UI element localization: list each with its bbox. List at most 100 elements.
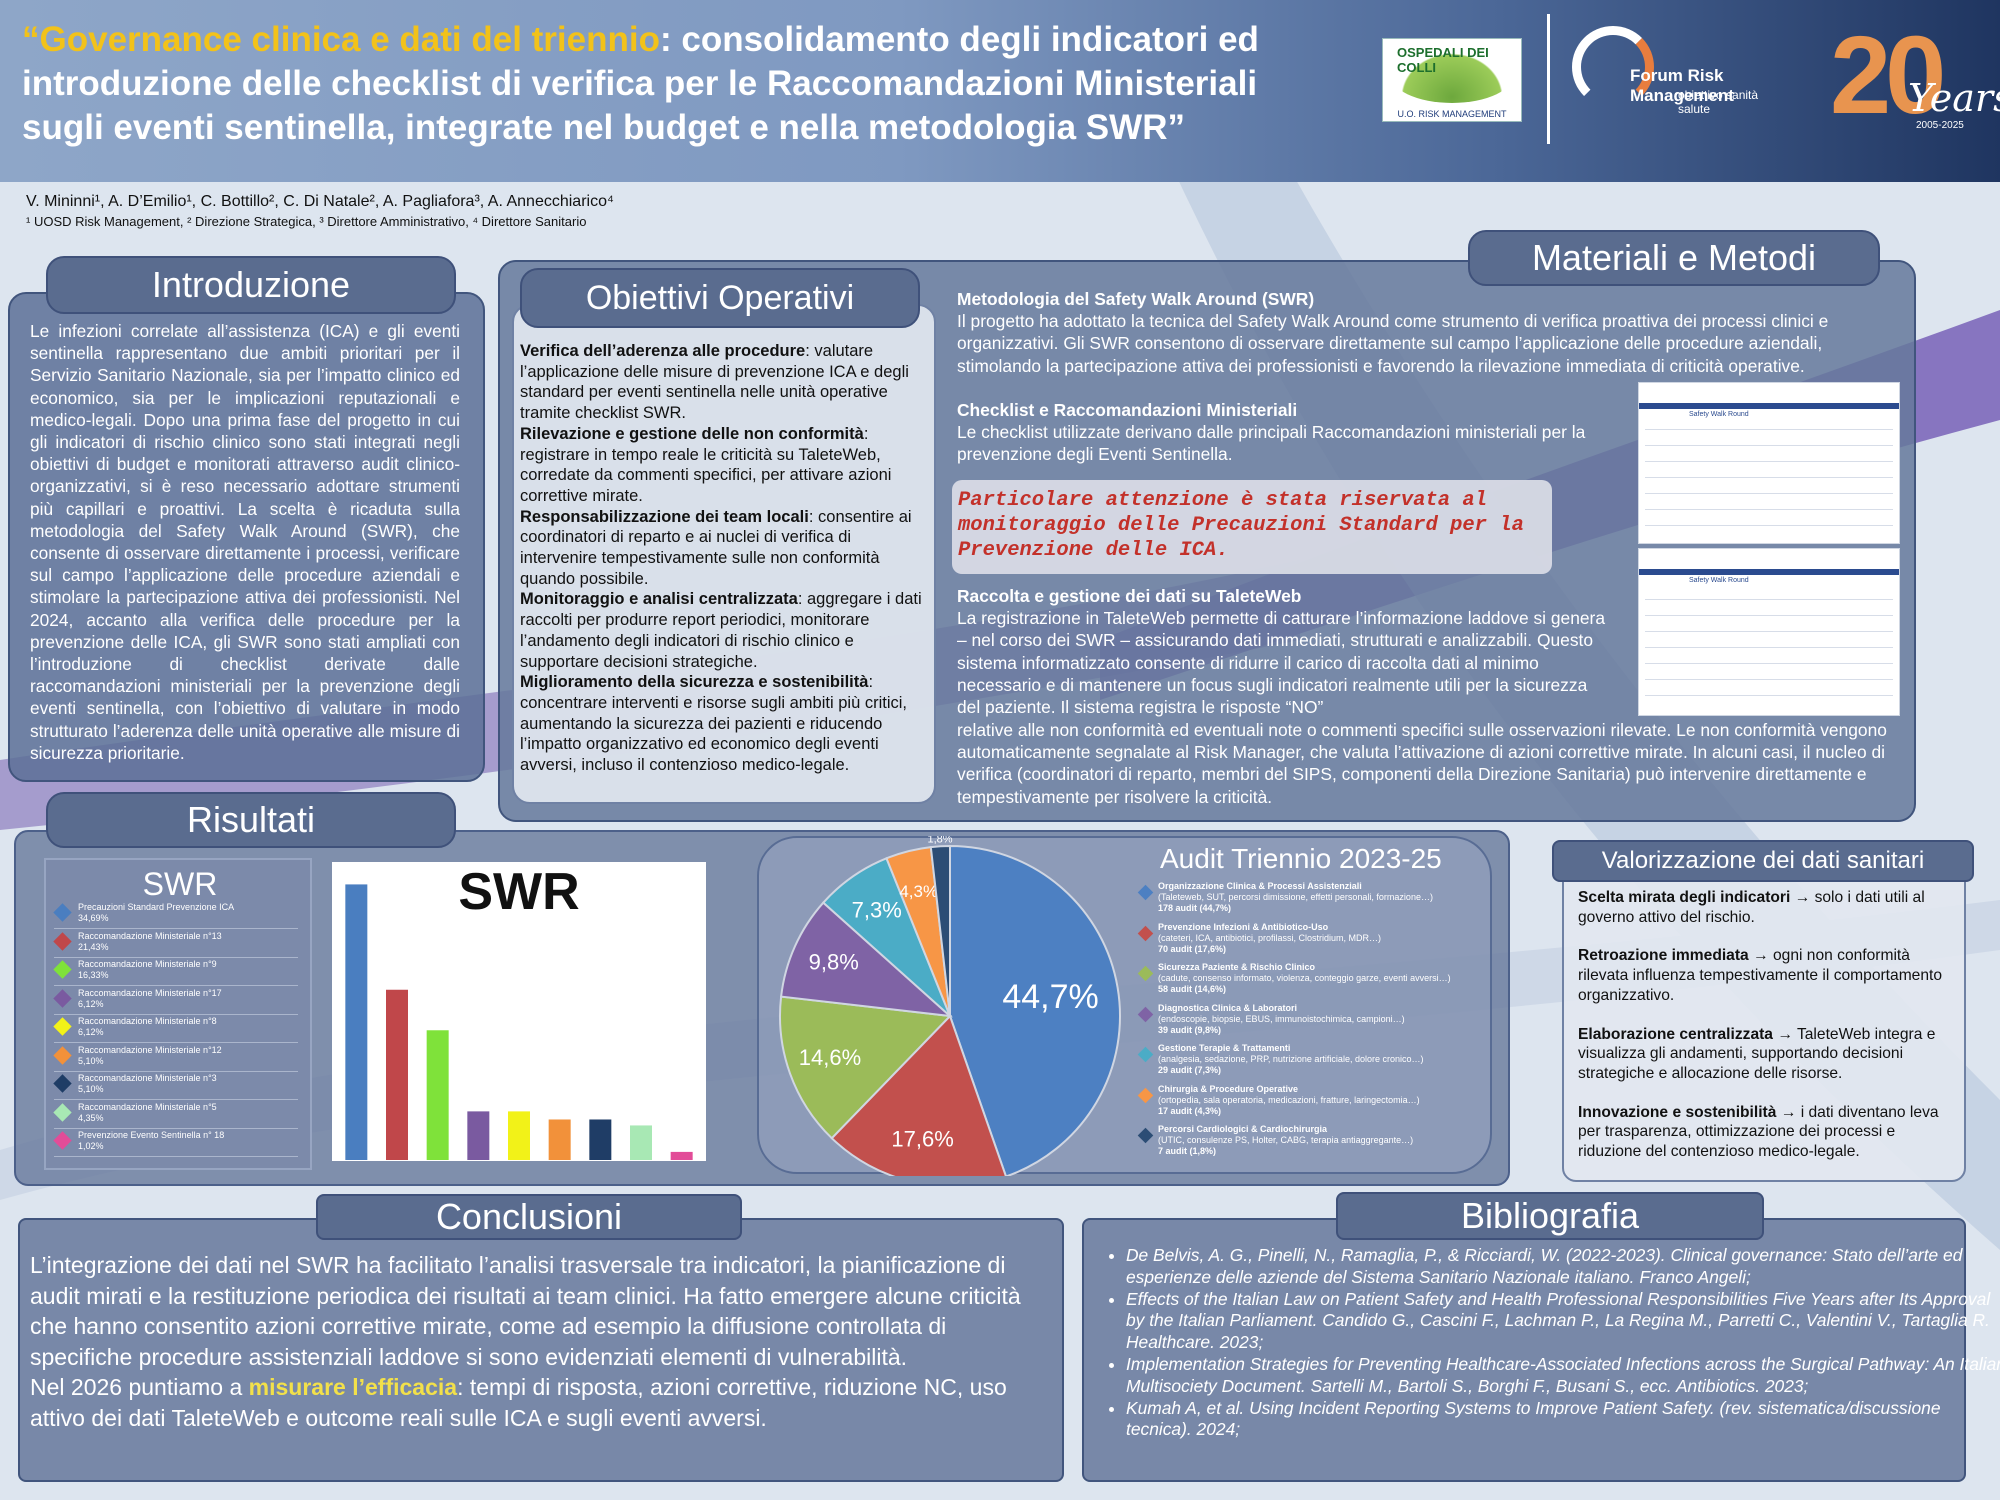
intro-text: Le infezioni correlate all’assistenza (I…	[30, 321, 460, 763]
swr-legend-value: 6,12%	[78, 1027, 104, 1037]
intro-title: Introduzione	[46, 256, 456, 314]
pie-slice-label: 9,8%	[809, 950, 859, 975]
audit-legend-label: Diagnostica Clinica & Laboratori	[1158, 1002, 1298, 1013]
screenshot-row	[1645, 599, 1893, 600]
years-number: 20	[1830, 14, 1946, 137]
valorization-body: → solo i dati utili al governo attivo de…	[1578, 889, 1925, 926]
audit-legend-count: 7 audit (1,8%)	[1158, 1146, 1217, 1156]
taletweb-text-2: relative alle non conformità ed eventual…	[957, 720, 1887, 807]
checklist-screenshot: Safety Walk Round	[1638, 548, 1900, 716]
swr-legend-value: 5,10%	[78, 1084, 104, 1094]
swr-legend-category: Raccomandazione Ministeriale n°5	[78, 1101, 217, 1112]
objective-item: Monitoraggio e analisi centralizzata: ag…	[520, 589, 930, 672]
legend-diamond-icon	[53, 1074, 72, 1093]
valorization-body: → TaleteWeb integra e visualizza gli and…	[1578, 1025, 1936, 1082]
pie-slice	[830, 1014, 1007, 1176]
audit-legend-text: Diagnostica Clinica & Laboratori (endosco…	[1158, 1003, 1478, 1036]
objective-body: : aggregare i dati raccolti per produrre…	[520, 590, 922, 671]
audit-legend-text: Chirurgia & Procedure Operative (ortopedi…	[1158, 1084, 1478, 1117]
objective-body: : valutare l’applicazione delle misure d…	[520, 342, 909, 423]
conclusions-paragraph: L’integrazione dei dati nel SWR ha facil…	[30, 1252, 1021, 1370]
swr-legend-label: Raccomandazione Ministeriale n°8 6,12%	[78, 1016, 217, 1038]
audit-legend-label: Organizzazione Clinica & Processi Assist…	[1158, 881, 1362, 891]
swr-chart-title: SWR	[458, 863, 580, 921]
screenshot-row	[1645, 647, 1893, 648]
screenshot-row	[1645, 525, 1893, 526]
swr-legend-item: Raccomandazione Ministeriale n°8 6,12%	[53, 1016, 298, 1043]
objectives-list: Verifica dell’aderenza alle procedure: v…	[520, 341, 930, 776]
valorization-item: Scelta mirata degli indicatori → solo i …	[1578, 888, 1958, 927]
valorization-body: → ogni non conformità rilevata influenza…	[1578, 947, 1943, 1004]
swr-legend-value: 5,10%	[78, 1055, 104, 1066]
bibliography-panel	[1082, 1218, 1966, 1482]
swr-legend-label: Precauzioni Standard Prevenzione ICA 34,6…	[78, 902, 234, 924]
audit-legend-detail: (cateteri, ICA, antibiotici, profilassi,…	[1158, 932, 1382, 943]
bibliography-title: Bibliografia	[1336, 1192, 1764, 1240]
pie-slice-label: 1,8%	[927, 836, 952, 845]
forum-logo-name: Forum Risk Management	[1630, 66, 1734, 105]
swr-bar	[630, 1125, 652, 1160]
objective-head: Responsabilizzazione dei team locali	[520, 507, 809, 526]
audit-legend-count: 17 audit (4,3%)	[1158, 1105, 1222, 1116]
swr-legend-category: Raccomandazione Ministeriale n°13	[78, 930, 222, 941]
swr-legend: SWR Precauzioni Standard Prevenzione ICA…	[44, 858, 312, 1170]
swr-legend-value: 6,12%	[78, 998, 104, 1009]
swr-method-head: Metodologia del Safety Walk Around (SWR)	[957, 289, 1315, 309]
swr-legend-item: Raccomandazione Ministeriale n°12 5,10%	[53, 1045, 298, 1072]
swr-legend-item: Raccomandazione Ministeriale n°13 21,43%	[53, 931, 298, 958]
audit-legend-text: Organizzazione Clinica & Processi Assist…	[1158, 881, 1478, 914]
conclusions-post: : tempi di risposta, azioni correttive, …	[30, 1374, 1007, 1431]
valorization-head: Retroazione immediata	[1578, 947, 1749, 965]
fingerprint-icon	[1572, 26, 1654, 108]
swr-bar	[386, 989, 408, 1160]
audit-legend-detail: (cadute, consenso informato, violenza, c…	[1158, 973, 1451, 983]
swr-legend-value: 34,69%	[78, 913, 109, 923]
taletweb-text-1: La registrazione in TaleteWeb permette d…	[957, 608, 1606, 718]
audit-legend-count: 39 audit (9,8%)	[1158, 1024, 1222, 1035]
pie-slice	[949, 844, 1121, 1176]
highlight-text: Particolare attenzione è stata riservata…	[958, 489, 1524, 562]
pie-slice-label: 4,3%	[899, 882, 938, 901]
swr-legend-value: 4,35%	[78, 1112, 104, 1123]
objective-head: Rilevazione e gestione delle non conform…	[520, 424, 864, 443]
audit-legend-label: Chirurgia & Procedure Operative	[1158, 1083, 1299, 1094]
swr-legend-label: Raccomandazione Ministeriale n°17 6,12%	[78, 988, 222, 1010]
audit-legend-text: Sicurezza Paziente & Rischio Clinico (cad…	[1158, 962, 1478, 995]
audit-legend-detail: (ortopedia, sala operatoria, medicazioni…	[1158, 1094, 1420, 1105]
conclusions-highlight: misurare l’efficacia	[248, 1374, 458, 1400]
checklist-text: Le checklist utilizzate derivano dalle p…	[957, 422, 1586, 465]
bibliography-item: De Belvis, A. G., Pinelli, N., Ramaglia,…	[1126, 1245, 2000, 1289]
audit-legend-text: Percorsi Cardiologici & Cardiochirurgia(…	[1158, 1124, 1478, 1157]
objective-head: Miglioramento della sicurezza e sostenib…	[520, 673, 869, 692]
conclusions-pre: Nel 2026 puntiamo a	[30, 1374, 249, 1400]
swr-legend-label: Raccomandazione Ministeriale n°13 21,43%	[78, 931, 222, 953]
swr-legend-item: Prevenzione Evento Sentinella n° 18 1,02%	[53, 1130, 298, 1157]
swr-legend-label: Raccomandazione Ministeriale n°12 5,10%	[78, 1045, 222, 1067]
audit-legend-detail: (endoscopie, biopsie, EBUS, immunoistoch…	[1158, 1013, 1405, 1024]
hills-icon	[1389, 43, 1515, 103]
swr-legend-item: Raccomandazione Ministeriale n°17 6,12%	[53, 988, 298, 1015]
audit-legend-text: Gestione Terapie & Trattamenti (analgesia…	[1158, 1043, 1478, 1076]
pie-slice-label: 44,7%	[1002, 978, 1098, 1016]
audit-legend-count: 58 audit (14,6%)	[1158, 984, 1227, 994]
swr-legend-category: Raccomandazione Ministeriale n°8	[78, 1016, 217, 1026]
title-quote: “	[22, 20, 40, 59]
swr-bar-svg	[345, 884, 693, 1160]
objective-body: : concentrare interventi e risorse sugli…	[520, 673, 907, 775]
valorization-head: Elaborazione centralizzata	[1578, 1025, 1773, 1043]
legend-diamond-icon	[53, 931, 72, 951]
checklist-screenshot: Safety Walk Round	[1638, 382, 1900, 544]
audit-legend-label: Gestione Terapie & Trattamenti	[1158, 1043, 1291, 1053]
valorization-item: Retroazione immediata → ogni non conform…	[1578, 946, 1958, 1005]
audit-legend-text: Prevenzione Infezioni & Antibiotico-Uso(…	[1158, 922, 1478, 955]
screenshot-title: Safety Walk Round	[1689, 577, 1749, 584]
legend-diamond-icon	[53, 988, 72, 1008]
taletweb-head: Raccolta e gestione dei dati su TaleteWe…	[957, 586, 1302, 606]
swr-legend-category: Precauzioni Standard Prevenzione ICA	[78, 902, 235, 912]
logo-divider	[1547, 14, 1550, 144]
swr-bar	[467, 1111, 490, 1160]
legend-diamond-icon	[53, 1045, 72, 1065]
screenshot-navbar	[1639, 569, 1899, 575]
audit-pie-chart: 44,7% 17,6% 14,6% 9,8% 7,3%4,3% 1,8%	[779, 836, 1121, 1176]
objective-head: Verifica dell’aderenza alle procedure	[520, 342, 806, 360]
